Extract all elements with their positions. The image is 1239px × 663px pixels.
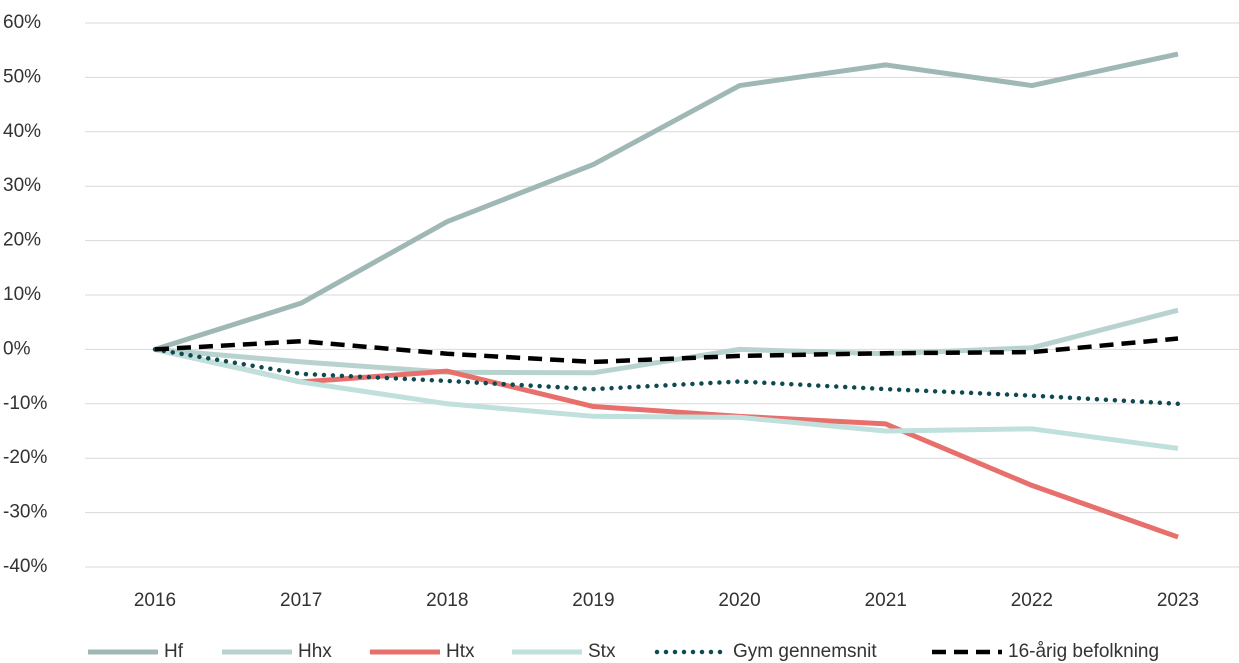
legend-label: Hf	[164, 641, 184, 662]
y-tick-label: -10%	[3, 393, 47, 414]
x-tick-label: 2017	[280, 590, 322, 611]
legend-label: Stx	[588, 641, 616, 662]
legend-label: Hhx	[298, 641, 332, 662]
x-tick-label: 2022	[1011, 590, 1053, 611]
series-line	[154, 346, 1179, 451]
series-line	[152, 347, 1181, 407]
y-tick-label: 50%	[3, 66, 41, 87]
series-line	[154, 336, 1179, 365]
x-tick-label: 2020	[718, 590, 760, 611]
x-tick-label: 2018	[426, 590, 468, 611]
y-tick-label: 20%	[3, 230, 41, 251]
x-tick-label: 2016	[134, 590, 176, 611]
y-tick-label: 60%	[3, 12, 41, 33]
series-line	[154, 51, 1179, 352]
series-line	[154, 307, 1179, 376]
legend-label: 16-årig befolkning	[1008, 641, 1159, 662]
y-tick-label: -30%	[3, 502, 47, 523]
y-tick-label: 10%	[3, 284, 41, 305]
y-tick-label: -40%	[3, 556, 47, 577]
y-tick-label: 40%	[3, 121, 41, 142]
y-tick-label: 30%	[3, 175, 41, 196]
x-tick-label: 2021	[865, 590, 907, 611]
series-line	[154, 346, 1179, 540]
legend-label: Htx	[446, 641, 475, 662]
x-tick-label: 2023	[1157, 590, 1199, 611]
y-tick-label: 0%	[3, 338, 31, 359]
legend-label: Gym gennemsnit	[733, 641, 877, 662]
y-tick-label: -20%	[3, 447, 47, 468]
x-tick-label: 2019	[572, 590, 614, 611]
